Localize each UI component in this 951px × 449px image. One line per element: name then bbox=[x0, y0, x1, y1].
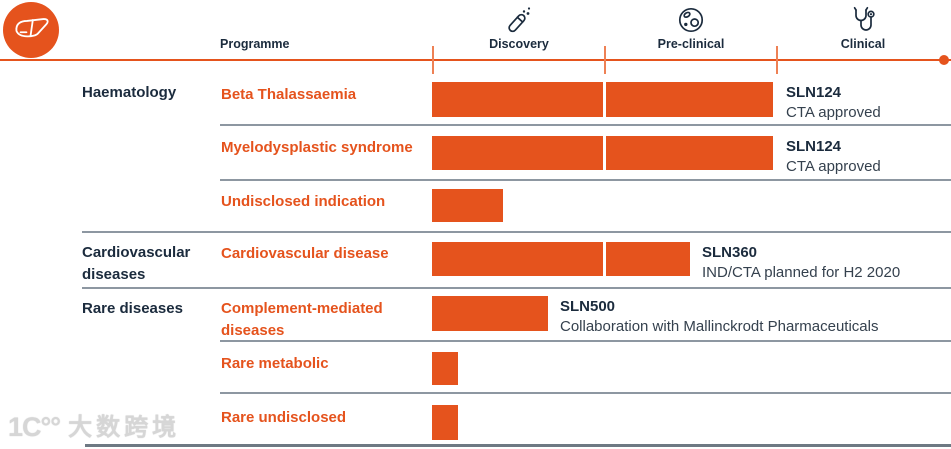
programme-label: Rare metabolic bbox=[221, 355, 329, 372]
group-separator bbox=[82, 231, 951, 233]
stage-label-clinical: Clinical bbox=[840, 37, 886, 51]
annotation-title: SLN124 bbox=[786, 84, 842, 101]
stage-tick-preclinical bbox=[604, 46, 606, 74]
annotation-title: SLN360 bbox=[702, 244, 758, 261]
annotation-subtitle: IND/CTA planned for H2 2020 bbox=[702, 263, 901, 281]
watermark-logo-icon: 1C°° bbox=[8, 412, 61, 442]
stage-column-preclinical: Pre-clinical bbox=[605, 0, 777, 51]
stage-column-discovery: Discovery bbox=[433, 0, 605, 51]
annotation-subtitle: CTA approved bbox=[786, 157, 881, 175]
progress-bar bbox=[432, 189, 503, 222]
programme-label: Undisclosed indication bbox=[221, 193, 386, 210]
stage-label-preclinical: Pre-clinical bbox=[657, 37, 725, 51]
row-separator bbox=[220, 392, 951, 394]
liver-icon bbox=[15, 18, 49, 38]
programme-label: Rare undisclosed bbox=[221, 409, 347, 426]
annotation: SLN500 Collaboration with Mallinckrodt P… bbox=[560, 297, 878, 336]
progress-bar bbox=[432, 352, 458, 385]
stage-divider bbox=[603, 136, 606, 170]
programme-label: Beta Thalassaemia bbox=[221, 86, 357, 103]
bottom-rule bbox=[85, 444, 951, 447]
row-separator bbox=[220, 179, 951, 181]
programme-column-header: Programme bbox=[220, 37, 290, 51]
stage-label-discovery: Discovery bbox=[489, 37, 549, 51]
stage-divider bbox=[603, 242, 606, 276]
category-cardiovascular-diseases: Cardiovascular diseases bbox=[82, 244, 191, 283]
petri-dish-icon bbox=[605, 0, 777, 37]
stage-divider bbox=[603, 82, 606, 117]
watermark-text: 大数跨境 bbox=[68, 413, 181, 441]
progress-bar bbox=[432, 296, 548, 331]
annotation-title: SLN500 bbox=[560, 298, 616, 315]
header-rule bbox=[0, 59, 951, 61]
header-rule-end-dot bbox=[939, 55, 949, 65]
row-separator bbox=[220, 124, 951, 126]
group-separator bbox=[82, 287, 951, 289]
progress-bar bbox=[432, 82, 773, 117]
annotation-title: SLN124 bbox=[786, 138, 842, 155]
annotation: SLN124 CTA approved bbox=[786, 83, 881, 122]
watermark: 1C°° 大数跨境 bbox=[8, 414, 180, 441]
annotation: SLN124 CTA approved bbox=[786, 137, 881, 176]
progress-bar bbox=[432, 242, 690, 276]
stage-tick-clinical bbox=[776, 46, 778, 74]
row-separator bbox=[220, 340, 951, 342]
programme-label: Complement-mediated diseases bbox=[221, 300, 383, 339]
annotation-subtitle: CTA approved bbox=[786, 103, 881, 121]
category-haematology: Haematology bbox=[82, 84, 177, 101]
stage-tick-discovery bbox=[432, 46, 434, 74]
programme-label: Cardiovascular disease bbox=[221, 245, 389, 262]
programme-label: Myelodysplastic syndrome bbox=[221, 139, 413, 156]
progress-bar bbox=[432, 405, 458, 440]
category-rare-diseases: Rare diseases bbox=[82, 300, 183, 317]
stethoscope-icon bbox=[777, 0, 949, 37]
logo-badge bbox=[3, 2, 59, 58]
vial-sparkles-icon bbox=[433, 0, 605, 37]
annotation: SLN360 IND/CTA planned for H2 2020 bbox=[702, 243, 900, 282]
annotation-subtitle: Collaboration with Mallinckrodt Pharmace… bbox=[560, 317, 879, 335]
stage-column-clinical: Clinical bbox=[777, 0, 949, 51]
progress-bar bbox=[432, 136, 773, 170]
